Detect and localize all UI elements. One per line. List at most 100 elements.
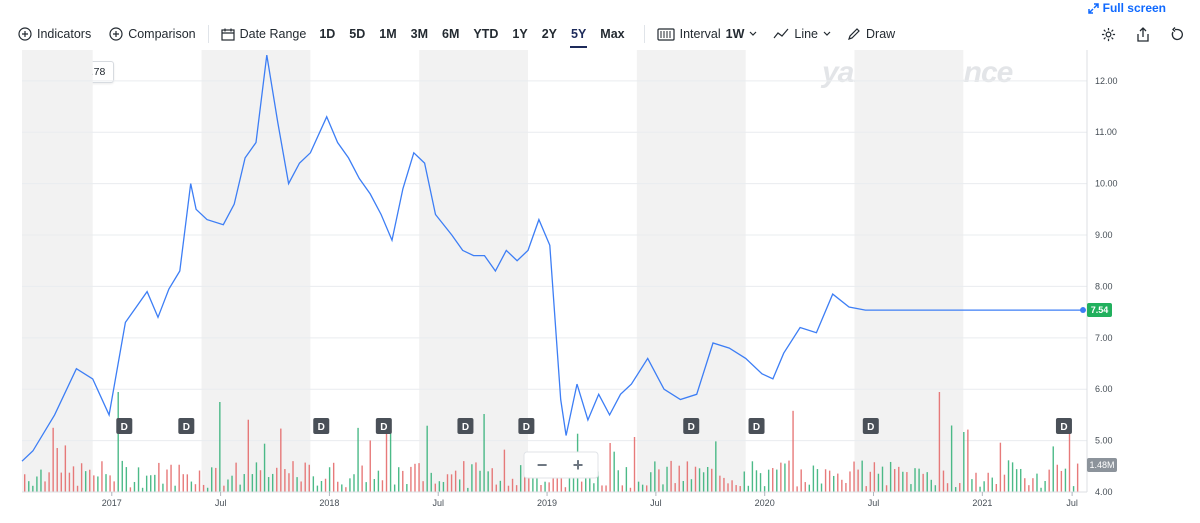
dividend-marker [375,418,392,434]
date-range-button[interactable]: Date Range [220,27,306,41]
volume-bar [560,475,563,492]
range-button-2y[interactable]: 2Y [541,27,557,41]
dividend-label: D [753,422,760,433]
volume-bar [296,477,298,492]
interval-value: 1W [725,27,745,41]
volume-bar [247,419,249,492]
volume-bar [198,470,201,492]
volume-bar [930,479,932,492]
volume-bar [857,469,859,492]
volume-bar [28,481,30,492]
reset-button[interactable] [1170,26,1184,42]
volume-bar [686,461,689,492]
range-button-5y[interactable]: 5Y [564,20,593,48]
volume-bar [784,463,786,492]
indicators-button[interactable]: Indicators [18,27,91,41]
range-button-max[interactable]: Max [600,27,625,41]
range-button-6m[interactable]: 6M [442,27,460,41]
range-button-5d[interactable]: 5D [349,27,366,41]
volume-bar [186,474,189,492]
volume-bar [519,465,522,492]
volume-bar [552,475,554,492]
share-button[interactable] [1136,26,1150,42]
volume-bar [410,466,412,492]
volume-bar [389,432,392,492]
settings-button[interactable] [1101,27,1116,42]
volume-bar [772,468,774,492]
time-bands [22,50,964,492]
volume-bar [64,445,67,492]
dividend-label: D [462,422,469,433]
volume-bar [1044,481,1046,492]
chevron-down-icon [749,31,757,36]
range-button-1d[interactable]: 1D [319,27,336,41]
volume-bar [426,425,428,492]
interval-button[interactable]: Interval 1W [657,27,758,41]
volume-bar [418,463,420,492]
volume-bar [300,481,302,492]
volume-bar [276,467,278,492]
ticker-legend[interactable]: GLTR.IL 4.78 [29,61,115,83]
time-band [636,50,746,492]
reset-icon [1171,26,1183,40]
volume-bar [97,476,99,492]
volume-bar [788,460,790,492]
volume-bar [271,473,274,492]
pencil-icon [848,28,860,40]
volume-label: 1.48M [1089,460,1114,470]
volume-bar [141,487,144,492]
volume-bar [284,469,286,492]
comparison-button[interactable]: Comparison [109,27,196,41]
volume-bar [1060,470,1063,492]
volume-bar [613,451,615,492]
range-button-1m[interactable]: 1M [379,27,397,41]
fullscreen-button[interactable]: Full screen [1087,1,1166,15]
volume-bar [223,485,225,492]
range-button-1y[interactable]: 1Y [512,27,528,41]
volume-bar [267,477,270,492]
calendar-icon [220,28,235,41]
volume-bar [975,472,977,492]
volume-bar [385,423,388,492]
volume-bar [219,402,221,492]
volume-bar [93,475,95,492]
volume-bar [178,464,180,492]
volume-bar [251,474,254,492]
yahoo-finance-watermark: yahoo!finance [822,56,1013,89]
volume-bar [105,474,107,492]
volume-bar [499,480,502,492]
range-button-ytd[interactable]: YTD [473,27,499,41]
volume-bar [406,484,408,492]
dividend-marker [178,418,195,434]
volume-bar [503,449,506,492]
volume-bar [1020,468,1022,492]
time-band [419,50,529,492]
volume-bar [308,464,310,492]
volume-bar [580,481,583,492]
range-button-3m[interactable]: 3M [410,27,429,41]
volume-bar [540,485,542,492]
volume-bar [24,474,26,492]
zoom-in-button[interactable]: + [573,455,584,475]
zoom-out-button[interactable]: − [537,455,548,475]
volume-bar [328,467,331,492]
volume-bar [646,485,648,492]
volume-bar [650,472,652,492]
volume-bar [332,462,335,492]
volume-bar [162,483,164,492]
y-tick-label: 5.00 [1095,436,1113,446]
plus-circle-icon [109,27,123,41]
volume-bar [76,485,79,492]
chart-toolbar: Indicators Comparison Date Range 1D 5D 1M 3… [18,20,1184,48]
volume-bar [377,470,380,492]
y-tick-label: 10.00 [1095,179,1118,189]
volume-bars [24,392,1079,492]
draw-button[interactable]: Draw [847,27,895,41]
chart-type-button[interactable]: Line [773,27,831,41]
volume-bar [804,482,806,492]
y-axis: 12.00 11.00 10.00 9.00 8.00 7.00 6.00 5.00 4.00 7… [1086,50,1118,497]
volume-bar [1024,478,1026,492]
volume-bar [475,462,477,492]
dividend-label: D [121,422,128,433]
